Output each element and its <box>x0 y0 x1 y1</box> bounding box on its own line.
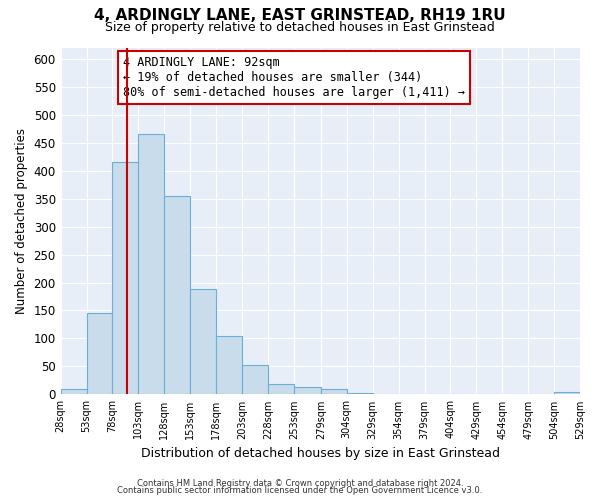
Bar <box>347 393 373 394</box>
Text: 4, ARDINGLY LANE, EAST GRINSTEAD, RH19 1RU: 4, ARDINGLY LANE, EAST GRINSTEAD, RH19 1… <box>94 8 506 22</box>
Bar <box>268 384 294 394</box>
Bar <box>61 389 86 394</box>
Bar <box>190 289 216 395</box>
Bar <box>294 386 321 394</box>
Text: Size of property relative to detached houses in East Grinstead: Size of property relative to detached ho… <box>105 21 495 34</box>
Bar <box>164 196 190 394</box>
Bar <box>321 389 347 394</box>
Bar <box>86 314 112 394</box>
Bar <box>216 336 242 394</box>
Text: Contains HM Land Registry data © Crown copyright and database right 2024.: Contains HM Land Registry data © Crown c… <box>137 478 463 488</box>
Bar <box>554 392 580 394</box>
Text: Contains public sector information licensed under the Open Government Licence v3: Contains public sector information licen… <box>118 486 482 495</box>
Bar <box>139 134 164 394</box>
Text: 4 ARDINGLY LANE: 92sqm
← 19% of detached houses are smaller (344)
80% of semi-de: 4 ARDINGLY LANE: 92sqm ← 19% of detached… <box>123 56 465 99</box>
X-axis label: Distribution of detached houses by size in East Grinstead: Distribution of detached houses by size … <box>141 447 500 460</box>
Bar <box>242 365 268 394</box>
Bar <box>112 162 139 394</box>
Y-axis label: Number of detached properties: Number of detached properties <box>15 128 28 314</box>
